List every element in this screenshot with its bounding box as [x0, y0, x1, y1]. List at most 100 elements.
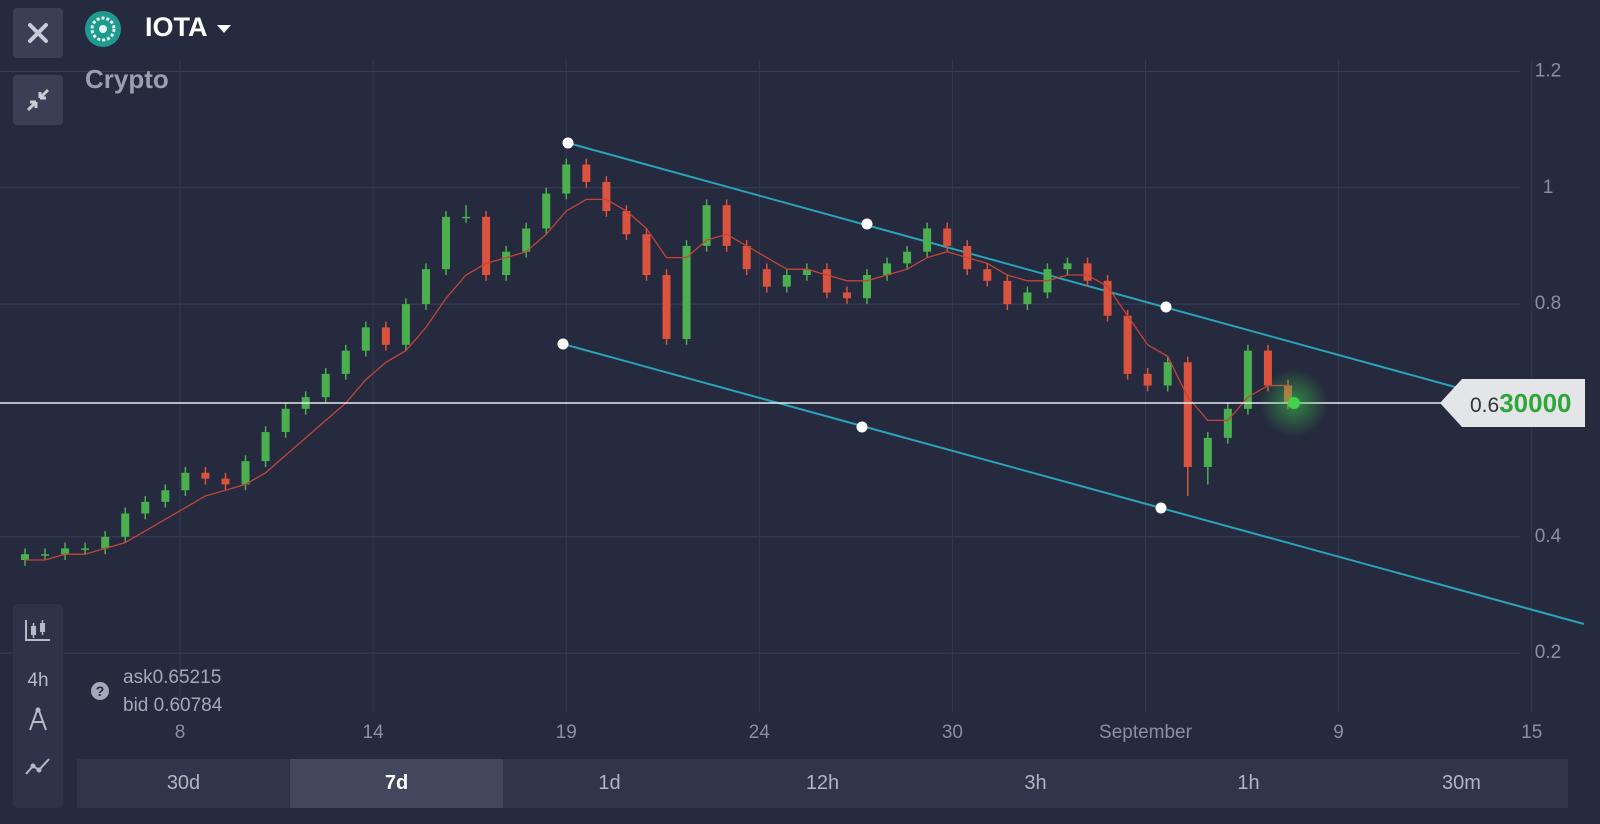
- dropdown-caret: [217, 25, 232, 33]
- ask-row: ask0.65215: [123, 664, 222, 692]
- candle-body: [842, 292, 851, 299]
- close-button[interactable]: [13, 8, 63, 58]
- candle-body: [1063, 263, 1072, 270]
- candle-body: [782, 275, 791, 287]
- period-button[interactable]: 1h: [1237, 772, 1260, 794]
- bid-row: bid 0.60784: [123, 692, 222, 720]
- candle-body: [1083, 263, 1092, 281]
- instrument-name: IOTA: [145, 12, 207, 42]
- candle-body: [762, 269, 771, 287]
- candle-body: [161, 490, 170, 502]
- candle-body: [241, 461, 250, 485]
- channel-handles: [557, 137, 1172, 514]
- close-icon: [28, 23, 48, 43]
- x-tick-label: 15: [1521, 722, 1542, 743]
- price-tag-shape: [1440, 378, 1585, 427]
- minimize-button[interactable]: [13, 75, 63, 125]
- handle[interactable]: [856, 421, 868, 433]
- period-button[interactable]: 1d: [598, 772, 621, 794]
- instrument-selector[interactable]: IOTA: [145, 12, 234, 43]
- candle-body: [622, 211, 631, 235]
- x-tick-label: 8: [175, 722, 186, 743]
- candle-body: [903, 251, 912, 264]
- candle-body: [221, 478, 230, 485]
- bid-price: 0.60784: [153, 695, 223, 716]
- period-button[interactable]: 7d: [290, 759, 503, 808]
- price-dot: [1288, 396, 1300, 409]
- candle-body: [101, 536, 110, 549]
- candle-body: [482, 216, 491, 276]
- candle-body: [41, 554, 50, 556]
- y-tick-label: 0.2: [1535, 642, 1561, 663]
- candle-body: [361, 327, 370, 351]
- candle-body: [381, 327, 390, 345]
- candle-body: [341, 350, 350, 374]
- handle[interactable]: [562, 137, 574, 149]
- x-tick-label: 19: [556, 722, 577, 743]
- ask-label: ask: [123, 667, 153, 688]
- x-tick-label: 9: [1333, 722, 1344, 743]
- candle-body: [421, 269, 430, 305]
- help-icon[interactable]: ?: [90, 681, 110, 701]
- handle[interactable]: [1160, 301, 1172, 313]
- y-tick-label: 1.2: [1535, 60, 1561, 81]
- candle-body: [462, 216, 471, 219]
- indicator-icon[interactable]: [25, 756, 51, 778]
- candle-body: [1163, 362, 1172, 386]
- candle-body: [542, 193, 551, 229]
- x-tick-label: 30: [942, 722, 963, 743]
- candle-body: [442, 216, 450, 270]
- y-tick-label: 1: [1543, 177, 1554, 198]
- ask-price: 0.65215: [152, 667, 222, 688]
- candle-body: [883, 263, 892, 276]
- candle-body: [141, 501, 150, 514]
- handle[interactable]: [1155, 502, 1167, 514]
- drawing-tool-icon[interactable]: [27, 706, 49, 732]
- period-bar: 30d 7d 1d 12h 3h 1h 30m: [77, 759, 1568, 808]
- candle-body: [522, 228, 531, 252]
- candle-body: [1263, 350, 1272, 386]
- period-button[interactable]: 3h: [1024, 772, 1047, 794]
- timeframe-button[interactable]: 4h: [27, 670, 49, 691]
- candle-body: [261, 432, 270, 462]
- asset-logo: [85, 11, 121, 47]
- candle-body: [562, 164, 571, 194]
- price-lead: 0.6: [1470, 393, 1500, 417]
- quote: ask0.65215 bid 0.60784: [123, 664, 222, 720]
- handle[interactable]: [861, 218, 873, 230]
- channel-upper: [567, 142, 1496, 399]
- candle-body: [682, 245, 691, 339]
- period-button[interactable]: 30d: [166, 772, 201, 794]
- chart-type-icon[interactable]: [25, 618, 51, 642]
- candle-body: [1223, 408, 1232, 438]
- candle-body: [1143, 373, 1152, 386]
- candle-body: [722, 205, 731, 246]
- minimize-icon: [26, 88, 50, 112]
- candle-body: [983, 269, 992, 281]
- candle-body: [1003, 280, 1012, 305]
- period-button[interactable]: 12h: [805, 772, 840, 794]
- price-tail: 30000: [1499, 387, 1572, 418]
- price-tag-text: 0.630000: [1470, 378, 1572, 433]
- period-button[interactable]: 30m: [1442, 772, 1481, 794]
- trend-channel: [562, 142, 1585, 625]
- candle-body: [1243, 350, 1252, 409]
- y-tick-label: 0.8: [1535, 293, 1561, 314]
- handle[interactable]: [557, 338, 569, 350]
- candle-body: [943, 228, 952, 246]
- candle-body: [1103, 280, 1112, 316]
- candle-body: [81, 548, 90, 550]
- x-tick-label: 14: [363, 722, 385, 743]
- candle-body: [802, 269, 811, 276]
- instrument-category: Crypto: [85, 64, 169, 94]
- candle-body: [181, 472, 190, 491]
- candle-body: [662, 275, 671, 339]
- candle-body: [121, 513, 130, 537]
- x-tick-label: September: [1099, 722, 1193, 743]
- candle-body: [1203, 437, 1212, 467]
- x-tick-label: 24: [749, 722, 771, 743]
- candle-body: [642, 234, 651, 276]
